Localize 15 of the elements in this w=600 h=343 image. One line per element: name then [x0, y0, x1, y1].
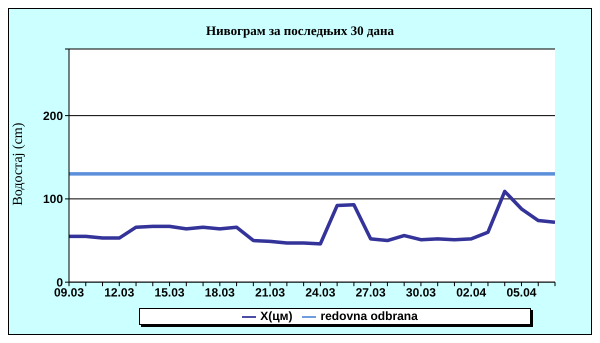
x-tick-label: 18.03 [204, 286, 236, 300]
y-axis-title: Водостај (cm) [10, 122, 26, 206]
chart-title: Нивограм за последњих 30 дана [205, 22, 395, 39]
x-tick-label: 15.03 [154, 286, 185, 300]
x-tick-label: 02.04 [456, 286, 487, 300]
x-tick-label: 21.03 [255, 286, 286, 300]
y-tick-label: 100 [42, 192, 64, 206]
x-tick-label: 30.03 [406, 286, 436, 300]
x-tick-label: 24.03 [305, 286, 336, 300]
x-tick-label: 12.03 [104, 286, 135, 300]
legend-label: X(цм) [260, 309, 292, 324]
legend-label: redovna odbrana [320, 309, 418, 324]
y-tick-label: 200 [42, 108, 64, 123]
x-tick-label: 27.03 [356, 286, 386, 300]
x-tick-label: 05.04 [506, 286, 537, 300]
